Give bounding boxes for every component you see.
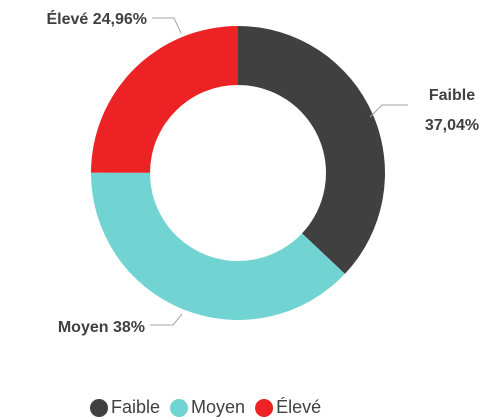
leader-line	[369, 104, 408, 118]
slice-name: Élevé	[46, 9, 88, 28]
legend-swatch	[255, 399, 274, 417]
legend-swatch	[90, 399, 108, 417]
slice-label: Élevé 24,96%	[46, 9, 147, 28]
slice-value: 37,04%	[425, 117, 479, 134]
slice-value: 24,96%	[93, 11, 147, 28]
slice-name: Moyen	[58, 319, 109, 336]
slice-name: Faible	[429, 87, 475, 104]
slice	[238, 26, 385, 274]
slice-label: Moyen 38%	[58, 319, 145, 336]
legend-swatch	[170, 399, 189, 417]
legend-label: Moyen	[191, 397, 245, 417]
slice	[91, 26, 239, 173]
slice	[91, 172, 345, 320]
slice-value: 38%	[113, 319, 145, 336]
legend-label: Faible	[111, 397, 160, 417]
leader-line	[152, 17, 182, 34]
legend-label: Élevé	[276, 397, 321, 417]
donut	[91, 26, 385, 320]
leader-line	[150, 313, 183, 326]
legend: Faible Moyen Élevé	[90, 397, 321, 417]
